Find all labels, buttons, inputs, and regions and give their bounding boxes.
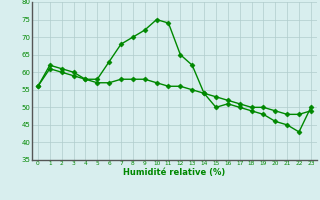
X-axis label: Humidité relative (%): Humidité relative (%) [123, 168, 226, 177]
